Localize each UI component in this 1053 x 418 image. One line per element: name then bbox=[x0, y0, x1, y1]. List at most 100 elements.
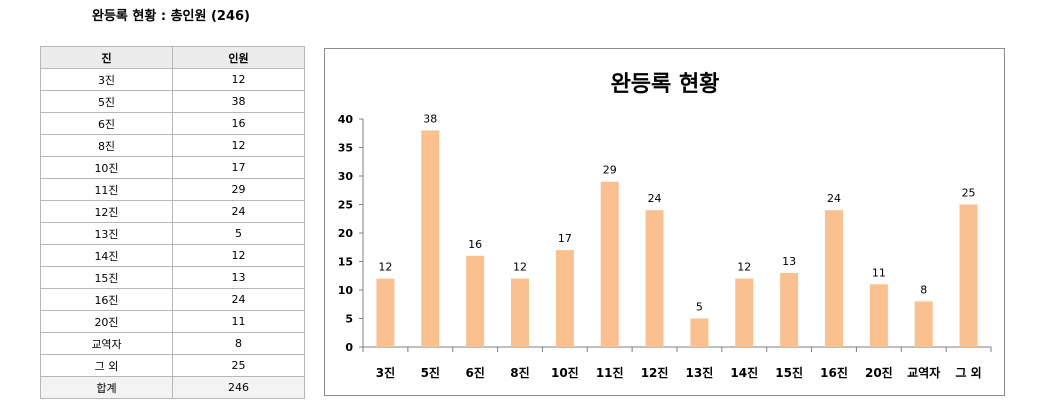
table-row: 그 외 25 bbox=[40, 354, 305, 377]
table-row: 15진 13 bbox=[40, 266, 305, 289]
table-row: 12진 24 bbox=[40, 200, 305, 223]
table-row: 14진 12 bbox=[40, 244, 305, 267]
y-tick-label: 20 bbox=[338, 227, 354, 240]
data-label: 25 bbox=[962, 187, 976, 200]
bar-8진 bbox=[511, 278, 529, 347]
table-total-row: 합계 246 bbox=[40, 376, 305, 399]
row-value: 8 bbox=[172, 332, 305, 355]
bar-15진 bbox=[780, 272, 799, 347]
bar-그 외 bbox=[959, 204, 978, 347]
bar-chart-svg: 완등록 현황 0 5 10 15 20 25 30 35 40 12 3진 38 5진 16 6진 12 8진 1… bbox=[338, 72, 992, 380]
category-label: 그 외 bbox=[955, 365, 981, 380]
data-label: 5 bbox=[696, 301, 703, 314]
row-label: 10진 bbox=[40, 156, 173, 179]
row-label: 16진 bbox=[40, 288, 173, 311]
category-label: 8진 bbox=[510, 365, 529, 380]
data-label: 38 bbox=[423, 112, 437, 125]
row-label: 3진 bbox=[40, 68, 173, 91]
row-label: 15진 bbox=[40, 266, 173, 289]
category-label: 13진 bbox=[686, 365, 714, 380]
category-label: 6진 bbox=[465, 365, 484, 380]
data-label: 29 bbox=[603, 164, 617, 177]
row-label: 11진 bbox=[40, 178, 173, 201]
category-label: 교역자 bbox=[907, 365, 940, 380]
category-label: 5진 bbox=[421, 365, 440, 380]
row-label: 20진 bbox=[40, 310, 173, 333]
data-label: 12 bbox=[737, 261, 751, 274]
bar-3진 bbox=[376, 278, 395, 347]
table-row: 16진 24 bbox=[40, 288, 305, 311]
data-table: 진 인원 3진 12 5진 38 6진 16 8진 12 10진 17 11진 29 12진… bbox=[40, 46, 305, 399]
data-label: 8 bbox=[920, 283, 927, 296]
row-value: 38 bbox=[172, 90, 305, 113]
category-label: 11진 bbox=[596, 365, 624, 380]
data-label: 16 bbox=[468, 238, 482, 251]
data-label: 12 bbox=[378, 261, 392, 274]
y-tick-label: 25 bbox=[338, 199, 353, 212]
table-header-row: 진 인원 bbox=[40, 46, 305, 69]
y-tick-label: 40 bbox=[338, 113, 354, 126]
row-label: 5진 bbox=[40, 90, 173, 113]
row-value: 5 bbox=[172, 222, 305, 245]
row-value: 12 bbox=[172, 244, 305, 267]
table-row: 6진 16 bbox=[40, 112, 305, 135]
row-value: 25 bbox=[172, 354, 305, 377]
table-row: 11진 29 bbox=[40, 178, 305, 201]
bar-12진 bbox=[645, 210, 664, 347]
bar-교역자 bbox=[914, 301, 933, 347]
bar-20진 bbox=[869, 284, 888, 347]
table-row: 3진 12 bbox=[40, 68, 305, 91]
category-label: 3진 bbox=[376, 365, 395, 380]
data-label: 17 bbox=[558, 232, 572, 245]
table-row: 교역자 8 bbox=[40, 332, 305, 355]
data-label: 24 bbox=[648, 192, 662, 205]
bar-6진 bbox=[466, 255, 485, 347]
row-value: 12 bbox=[172, 68, 305, 91]
row-label: 14진 bbox=[40, 244, 173, 267]
y-tick-label: 10 bbox=[338, 284, 354, 297]
category-label: 15진 bbox=[775, 365, 803, 380]
row-value: 24 bbox=[172, 288, 305, 311]
table-row: 20진 11 bbox=[40, 310, 305, 333]
y-tick-label: 5 bbox=[345, 313, 353, 326]
total-label: 합계 bbox=[40, 376, 173, 399]
bar-10진 bbox=[555, 250, 574, 347]
table-row: 10진 17 bbox=[40, 156, 305, 179]
bar-14진 bbox=[735, 278, 754, 347]
y-tick-label: 35 bbox=[338, 142, 353, 155]
data-label: 12 bbox=[513, 261, 527, 274]
category-label: 20진 bbox=[865, 365, 893, 380]
row-value: 11 bbox=[172, 310, 305, 333]
table-row: 8진 12 bbox=[40, 134, 305, 157]
y-tick-label: 30 bbox=[338, 170, 354, 183]
row-value: 13 bbox=[172, 266, 305, 289]
category-label: 14진 bbox=[730, 365, 758, 380]
row-value: 24 bbox=[172, 200, 305, 223]
table-row: 5진 38 bbox=[40, 90, 305, 113]
y-tick-label: 15 bbox=[338, 256, 353, 269]
y-tick-label: 0 bbox=[345, 341, 353, 354]
row-label: 12진 bbox=[40, 200, 173, 223]
row-label: 13진 bbox=[40, 222, 173, 245]
chart-title: 완등록 현황 bbox=[611, 72, 720, 97]
bar-11진 bbox=[600, 181, 619, 347]
bar-5진 bbox=[421, 130, 440, 347]
bar-13진 bbox=[690, 318, 709, 347]
column-header-count: 인원 bbox=[172, 46, 305, 69]
row-label: 8진 bbox=[40, 134, 173, 157]
category-label: 10진 bbox=[551, 365, 579, 380]
row-label: 6진 bbox=[40, 112, 173, 135]
data-label: 13 bbox=[782, 255, 796, 268]
bar-16진 bbox=[825, 210, 843, 347]
row-label: 교역자 bbox=[40, 332, 173, 355]
data-label: 11 bbox=[872, 266, 886, 279]
category-label: 16진 bbox=[820, 365, 848, 380]
data-label: 24 bbox=[827, 192, 841, 205]
page-heading: 완등록 현황 : 총인원 (246) bbox=[92, 9, 251, 24]
row-value: 16 bbox=[172, 112, 305, 135]
row-value: 12 bbox=[172, 134, 305, 157]
bar-chart: 완등록 현황 0 5 10 15 20 25 30 35 40 12 3진 38 5진 16 6진 12 8진 1… bbox=[324, 48, 1005, 396]
category-label: 12진 bbox=[641, 365, 669, 380]
row-value: 29 bbox=[172, 178, 305, 201]
row-value: 17 bbox=[172, 156, 305, 179]
